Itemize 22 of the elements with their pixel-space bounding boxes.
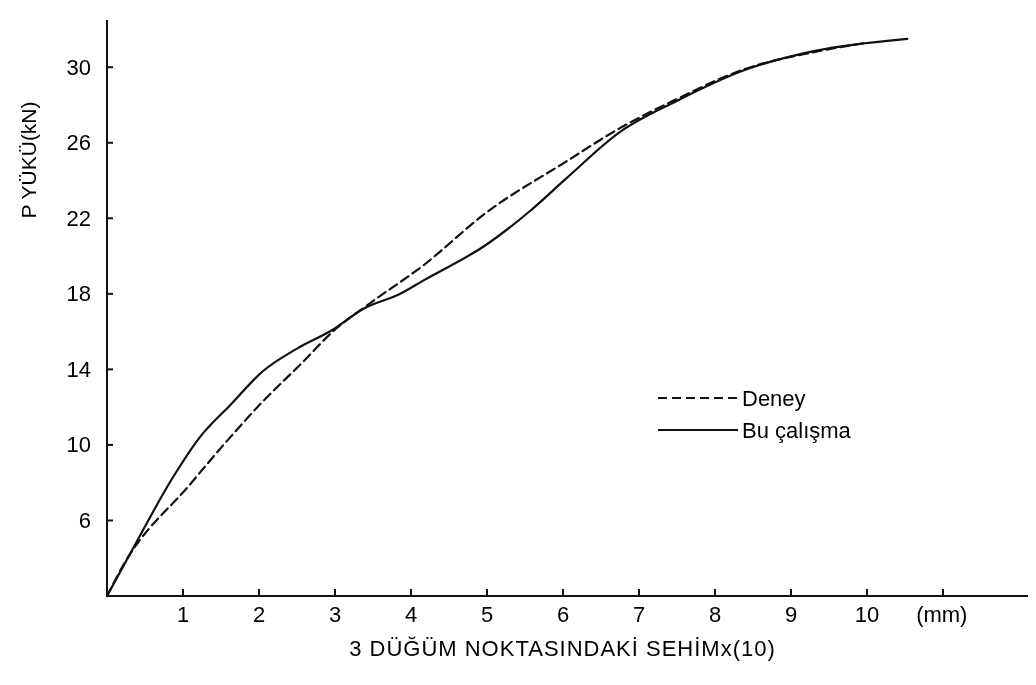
y-tick-label: 22 bbox=[66, 205, 91, 231]
x-tick-label: 6 bbox=[556, 602, 570, 627]
y-tick-label: 14 bbox=[66, 356, 91, 382]
x-tick-label: 5 bbox=[480, 602, 494, 627]
x-tick-label: 2 bbox=[252, 602, 266, 627]
x-axis-title: 3 DÜĞÜM NOKTASINDAKİ SEHİMx(10) bbox=[349, 636, 776, 661]
x-tick-label: 4 bbox=[404, 602, 418, 627]
x-tick-label: 9 bbox=[784, 602, 798, 627]
y-tick-label: 26 bbox=[66, 130, 91, 156]
x-tick-label: 8 bbox=[708, 602, 722, 627]
x-tick-label: 7 bbox=[632, 602, 646, 627]
legend-label: Bu çalışma bbox=[742, 417, 852, 443]
x-tick-label: 10 bbox=[854, 602, 880, 627]
y-tick-label: 30 bbox=[66, 54, 91, 80]
y-tick-label: 10 bbox=[66, 432, 91, 458]
y-axis-title: P YÜKÜ(kN) bbox=[17, 101, 40, 219]
text: (mm) bbox=[916, 602, 968, 627]
x-tick-label: 3 bbox=[328, 602, 342, 627]
x-tick-label: 1 bbox=[176, 602, 190, 627]
legend-label: Deney bbox=[742, 385, 806, 411]
y-tick-label: 18 bbox=[66, 281, 91, 307]
y-tick-label: 6 bbox=[78, 507, 91, 533]
